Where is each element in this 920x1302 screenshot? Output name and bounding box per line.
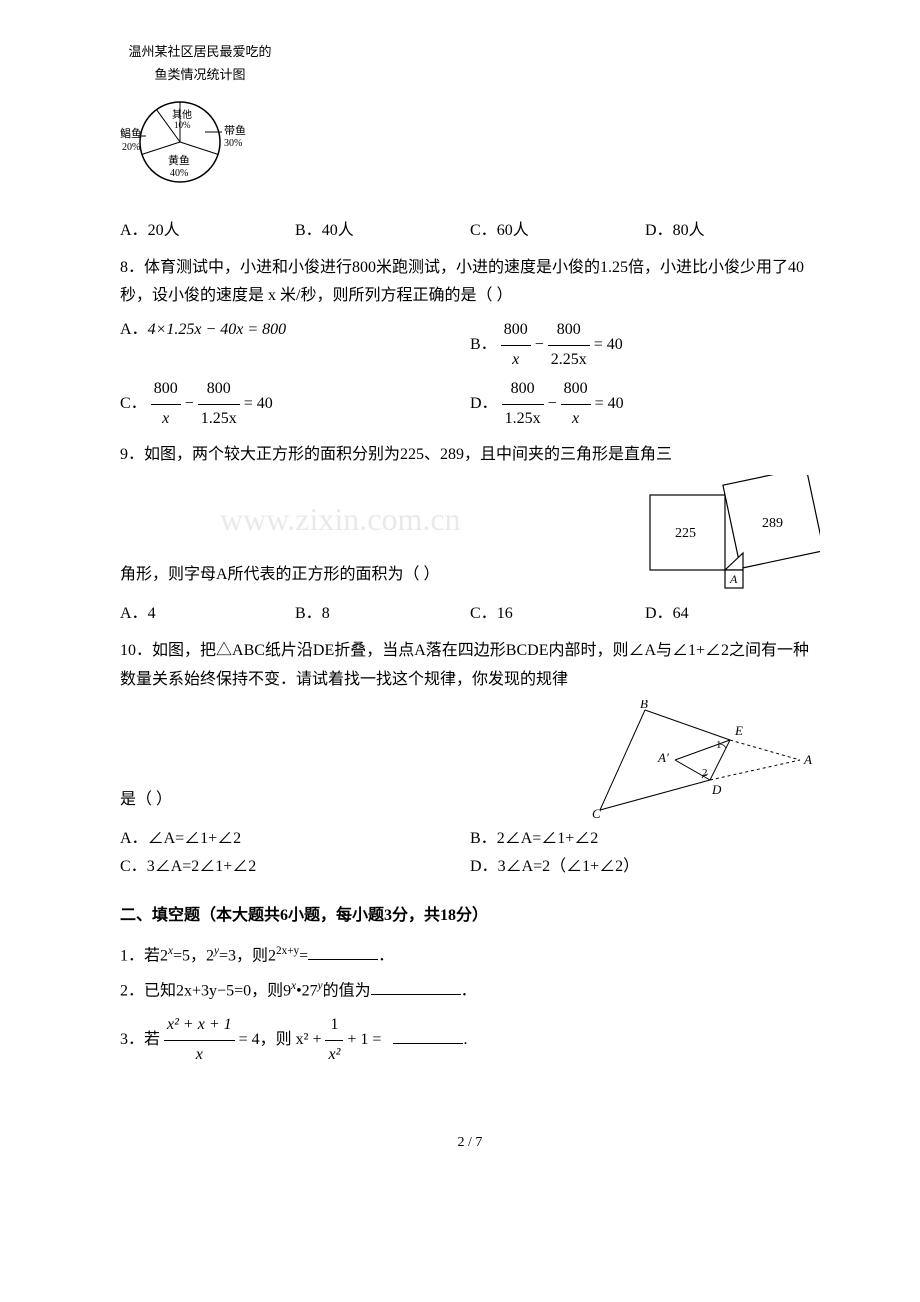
choice-b: B．2∠A=∠1+∠2 [470, 825, 820, 854]
q7-choices: A．20人 B．40人 C．60人 D．80人 [120, 217, 820, 246]
blank-2 [371, 979, 461, 995]
svg-text:鲳鱼: 鲳鱼 [120, 126, 142, 140]
section-2-header: 二、填空题（本大题共6小题，每小题3分，共18分） [120, 902, 820, 931]
q10-choices: A．∠A=∠1+∠2 B．2∠A=∠1+∠2 C．3∠A=2∠1+∠2 D．3∠… [120, 825, 820, 883]
svg-text:20%: 20% [122, 142, 140, 153]
blank-3 [393, 1028, 463, 1044]
choice-a: A．4×1.25x − 40x = 800 [120, 316, 470, 375]
svg-text:289: 289 [762, 516, 783, 531]
choice-c: C．16 [470, 600, 645, 629]
choice-a: A．4 [120, 600, 295, 629]
svg-text:40%: 40% [170, 168, 188, 179]
q10-text-1: 10．如图，把△ABC纸片沿DE折叠，当点A落在四边形BCDE内部时，则∠A与∠… [120, 637, 820, 695]
svg-text:A: A [729, 572, 738, 586]
q8-choices: A．4×1.25x − 40x = 800 B． 800x − 8002.25x… [120, 316, 820, 433]
svg-text:黄鱼: 黄鱼 [168, 153, 190, 167]
choice-d: D．64 [645, 600, 820, 629]
choice-d: D．80人 [645, 217, 820, 246]
svg-text:10%: 10% [174, 120, 191, 130]
blank-1 [308, 944, 378, 960]
q9-text-1: 9．如图，两个较大正方形的面积分别为225、289，且中间夹的三角形是直角三 [120, 441, 820, 470]
q8-text: 8．体育测试中，小进和小俊进行800米跑测试，小进的速度是小俊的1.25倍，小进… [120, 254, 820, 312]
fill-3: 3．若 x² + x + 1x = 4，则 x² + 1x² + 1 = . [120, 1011, 820, 1070]
svg-text:E: E [734, 723, 743, 738]
pie-chart-figure: 温州某社区居民最爱吃的 鱼类情况统计图 其他 10% 带鱼 30% 黄鱼 40%… [120, 40, 820, 202]
question-10: 10．如图，把△ABC纸片沿DE折叠，当点A落在四边形BCDE内部时，则∠A与∠… [120, 637, 820, 882]
svg-text:B: B [640, 700, 648, 711]
svg-text:C: C [592, 806, 601, 820]
choice-c: C．60人 [470, 217, 645, 246]
q9-figure: 225 289 A [640, 475, 820, 595]
choice-a: A．20人 [120, 217, 295, 246]
q9-text-2: 角形，则字母A所代表的正方形的面积为（ ） [120, 561, 630, 590]
choice-a: A．∠A=∠1+∠2 [120, 825, 470, 854]
choice-c: C． 800x − 8001.25x = 40 [120, 375, 470, 434]
q10-text-2: 是（ ） [120, 786, 580, 815]
q10-figure: B E A' A D C 1 2 [590, 700, 820, 820]
svg-text:A: A [803, 752, 812, 767]
svg-text:D: D [711, 782, 722, 797]
choice-b: B．40人 [295, 217, 470, 246]
svg-text:A': A' [657, 750, 669, 765]
question-8: 8．体育测试中，小进和小俊进行800米跑测试，小进的速度是小俊的1.25倍，小进… [120, 254, 820, 434]
svg-text:30%: 30% [224, 138, 242, 149]
svg-text:1: 1 [716, 739, 722, 751]
fill-2: 2．已知2x+3y−5=0，则9x•27y的值为． [120, 976, 820, 1006]
choice-c: C．3∠A=2∠1+∠2 [120, 853, 470, 882]
choice-d: D． 8001.25x − 800x = 40 [470, 375, 820, 434]
svg-text:225: 225 [675, 526, 696, 541]
choice-b: B．8 [295, 600, 470, 629]
choice-d: D．3∠A=2（∠1+∠2） [470, 853, 820, 882]
page-footer: 2 / 7 [120, 1130, 820, 1155]
q9-choices: A．4 B．8 C．16 D．64 [120, 600, 820, 629]
fill-1: 1．若2x=5，2y=3，则22x+y=． [120, 941, 820, 971]
choice-b: B． 800x − 8002.25x = 40 [470, 316, 820, 375]
pie-chart-svg: 其他 10% 带鱼 30% 黄鱼 40% 鲳鱼 20% [120, 92, 260, 202]
chart-title: 温州某社区居民最爱吃的 鱼类情况统计图 [120, 40, 280, 87]
svg-text:带鱼: 带鱼 [224, 123, 246, 137]
question-9: www.zixin.com.cn 9．如图，两个较大正方形的面积分别为225、2… [120, 441, 820, 629]
